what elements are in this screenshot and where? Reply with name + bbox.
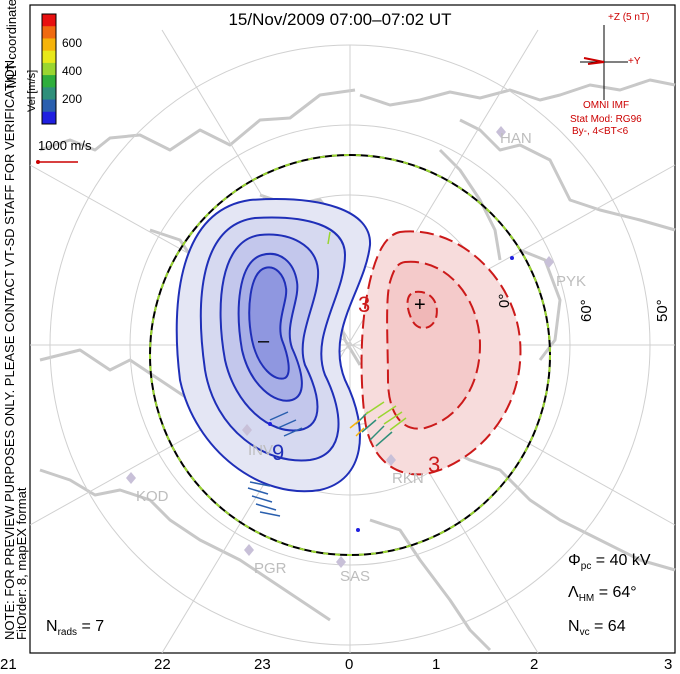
mlt-tick-2: 2 — [530, 656, 539, 673]
vector-scale-label: 1000 m/s — [38, 138, 92, 153]
contour-label-positive-b: 3 — [428, 452, 441, 477]
station-rkn: RKN — [392, 470, 424, 487]
plot-frame — [29, 4, 676, 654]
hm-boundary-dashes — [149, 154, 551, 556]
station-kod: KOD — [136, 488, 169, 505]
velocity-vectors — [247, 231, 514, 532]
colorbar-segment — [42, 111, 56, 125]
latitude-label-0: 0° — [496, 293, 513, 308]
potential-max-marker: + — [414, 294, 426, 316]
colorbar-segment — [42, 99, 56, 113]
colorbar-segment — [42, 26, 56, 39]
velocity-colorbar — [41, 13, 57, 125]
station-pgr: PGR — [254, 560, 287, 577]
potential-min-marker: – — [258, 330, 270, 352]
imf-condition: By-, 4<BT<6 — [572, 126, 629, 137]
imf-model: Stat Mod: RG96 — [570, 114, 642, 125]
mlt-tick-21: 21 — [0, 656, 17, 673]
imf-dial — [580, 25, 628, 100]
station-sas: SAS — [340, 568, 371, 585]
imf-source: OMNI IMF — [583, 100, 630, 111]
mlt-tick-1: 1 — [432, 656, 441, 673]
station-inv: INV — [248, 442, 274, 459]
contour-label-negative: 9 — [272, 440, 285, 465]
latitude-label-50: 50° — [654, 299, 671, 322]
phi-pc-stat: Φpc = 40 kV — [568, 552, 651, 573]
map-title: 15/Nov/2009 07:00–07:02 UT — [228, 10, 452, 29]
nrads-stat: Nrads = 7 — [46, 618, 105, 639]
mlt-tick-22: 22 — [154, 656, 171, 673]
imf-z-label: +Z (5 nT) — [608, 12, 650, 23]
station-markers — [126, 126, 554, 568]
mlt-tick-3: 3 — [664, 656, 673, 673]
fit-order-note: FitOrder: 8, mapEX format — [14, 487, 29, 640]
lambda-hm-stat: ΛHM = 64° — [568, 584, 637, 605]
colorbar-segment — [42, 14, 56, 27]
coordinates-label: MLT coordinates — [4, 0, 19, 88]
colorbar-segment — [42, 87, 56, 101]
mlt-tick-23: 23 — [254, 656, 271, 673]
colorbar-label: Vel [m/s] — [26, 69, 38, 112]
positive-cell — [360, 230, 522, 476]
station-pyk: PYK — [556, 273, 587, 290]
negative-cell — [175, 198, 372, 493]
colorbar-frame — [41, 13, 57, 125]
colorbar-segment — [42, 62, 56, 76]
contour-label-positive-a: 3 — [358, 292, 371, 317]
colorbar-tick-200: 200 — [62, 92, 83, 106]
colorbar-tick-400: 400 — [62, 64, 83, 78]
imf-y-label: +Y — [628, 56, 641, 67]
nvc-stat: Nvc = 64 — [568, 618, 626, 639]
colorbar-tick-600: 600 — [62, 36, 83, 50]
colorbar-segment — [42, 38, 56, 52]
colorbar-segment — [42, 75, 56, 88]
latitude-label-60: 60° — [578, 299, 595, 322]
colorbar-segment — [42, 50, 56, 64]
mlt-tick-0: 0 — [345, 656, 354, 673]
station-han: HAN — [500, 130, 532, 147]
